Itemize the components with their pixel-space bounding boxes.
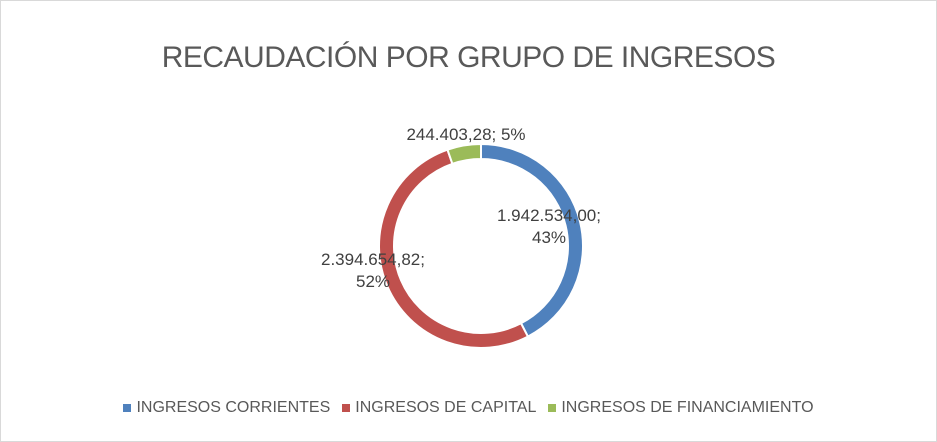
data-label: 1.942.534,00; 43% [497,206,601,247]
legend-label: INGRESOS DE FINANCIAMIENTO [561,399,814,416]
legend-swatch [123,404,132,412]
chart-title: RECAUDACIÓN POR GRUPO DE INGRESOS [161,41,776,74]
legend-item: INGRESOS DE FINANCIAMIENTO [548,399,814,417]
legend-item: INGRESOS DE CAPITAL [342,399,536,417]
legend-item: INGRESOS CORRIENTES [123,399,330,417]
legend-label: INGRESOS DE CAPITAL [355,399,537,416]
data-label: 244.403,28; 5% [406,125,526,144]
legend-swatch [548,404,557,412]
legend-label: INGRESOS CORRIENTES [136,399,331,416]
legend-swatch [342,404,351,412]
data-label: 2.394.654,82; 52% [321,250,425,291]
legend: INGRESOS CORRIENTES INGRESOS DE CAPITAL IN… [1,399,936,417]
donut-segment [446,142,482,166]
